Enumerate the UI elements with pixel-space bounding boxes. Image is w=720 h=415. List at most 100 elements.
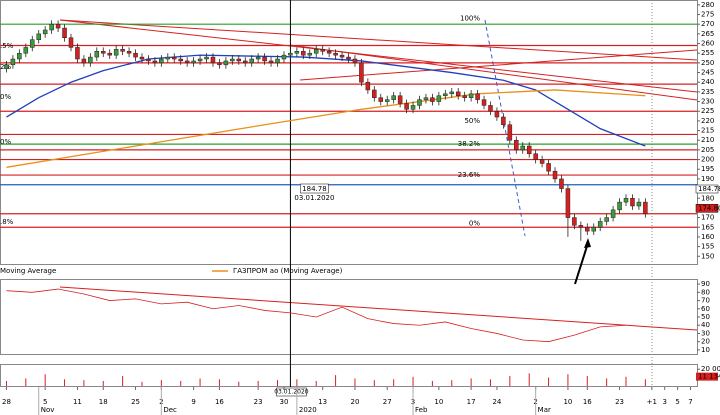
candle-body (462, 95, 467, 98)
x-tick-label: 28 (2, 398, 11, 406)
candle-body (10, 58, 16, 66)
candle-body (604, 217, 609, 222)
y-tick-label: 10 (701, 346, 710, 354)
candle-body (107, 52, 112, 56)
candle-body (623, 198, 629, 203)
y-tick-label: 60 (701, 305, 710, 313)
y-tick-label: 160 (701, 233, 714, 241)
candle-body (249, 58, 254, 64)
candle-body (494, 110, 500, 118)
candle-body (507, 124, 513, 141)
y-tick-label: 200 (701, 156, 714, 164)
candle-body (55, 23, 61, 29)
candle-body (62, 27, 67, 38)
candle-body (346, 56, 351, 60)
x-tick-label: 16 (215, 398, 224, 406)
crosshair-date: 03.01.2020 (294, 194, 334, 202)
y-tick-label: 70 (701, 297, 710, 305)
candle-body (120, 49, 125, 52)
legend-label: Moving Average (0, 267, 56, 275)
month-label: Nov (41, 406, 55, 414)
y-tick-label: 250 (701, 59, 714, 67)
candle-body (339, 54, 345, 58)
candle-body (539, 159, 545, 164)
candle-body (88, 56, 93, 64)
candle-body (326, 51, 332, 54)
last-volume-box (696, 372, 718, 381)
x-tick-label: +1 (647, 398, 657, 406)
candle-body (197, 58, 203, 62)
candle-body (578, 225, 584, 228)
x-tick-label: 13 (318, 398, 327, 406)
candle-body (384, 99, 390, 102)
crosshair-box (300, 183, 329, 194)
oscillator-trendline (59, 286, 698, 331)
arrow-head (584, 238, 591, 248)
candle-body (514, 139, 519, 151)
left-label: 0% (0, 138, 11, 146)
candle-body (4, 64, 9, 69)
candle-body (36, 33, 41, 40)
candle-body (101, 51, 106, 54)
x-tick-label: 25 (131, 398, 140, 406)
y-tick-label: 215 (701, 127, 714, 135)
trendline (59, 19, 698, 93)
candle-body (520, 145, 525, 151)
candle-body (559, 178, 564, 189)
x-tick-label: 7 (688, 398, 692, 406)
candle-body (475, 93, 480, 100)
y-tick-label: 240 (701, 78, 714, 86)
candle-body (313, 49, 319, 54)
candle-body (610, 209, 616, 218)
crosshair-date-box (276, 387, 307, 397)
moving-average (6, 89, 646, 168)
fib-label: 23.6% (458, 171, 481, 179)
y-tick-label: 40 (701, 321, 710, 329)
candle-body (597, 221, 603, 228)
y-tick-label: 230 (701, 98, 714, 106)
fib-label: 50% (464, 117, 480, 125)
y-tick-label: 205 (701, 146, 714, 154)
trendlines (59, 19, 698, 331)
arrow (574, 242, 589, 285)
x-tick-label: 24 (492, 398, 501, 406)
x-tick-label: 11 (73, 398, 82, 406)
candle-body (268, 60, 274, 64)
candle-body (242, 60, 248, 64)
x-tick-label: 3 (662, 398, 666, 406)
candle-body (288, 52, 293, 56)
candle-body (455, 91, 461, 97)
candle-body (23, 47, 29, 54)
candle-body (533, 153, 538, 160)
candle-body (146, 58, 151, 62)
x-tick-label: 16 (583, 398, 592, 406)
candle-body (172, 56, 177, 60)
candle-body (643, 201, 648, 214)
candle-body (526, 145, 532, 155)
candle-body (294, 51, 300, 54)
candle-body (410, 105, 416, 110)
x-tick-label: 10 (563, 398, 572, 406)
candle-body (565, 188, 571, 218)
candle-body (49, 23, 54, 31)
fib-line (484, 19, 526, 237)
price-mark-label: 174.80 (698, 204, 720, 212)
main-panel (0, 0, 698, 265)
candle-body (333, 52, 338, 56)
candle-body (630, 198, 635, 207)
candle-body (126, 51, 132, 54)
candle-body (572, 217, 577, 226)
candle-body (152, 60, 158, 64)
x-tick-label: 20 (350, 398, 359, 406)
candle-body (372, 89, 377, 98)
candle-body (591, 227, 596, 232)
candle-body (139, 56, 145, 60)
candle-body (443, 93, 448, 97)
candle-body (501, 116, 506, 126)
candle-body (42, 29, 48, 35)
month-label: Mar (538, 406, 551, 414)
candle-body (178, 58, 183, 62)
fib-label: 38.2% (458, 140, 481, 148)
